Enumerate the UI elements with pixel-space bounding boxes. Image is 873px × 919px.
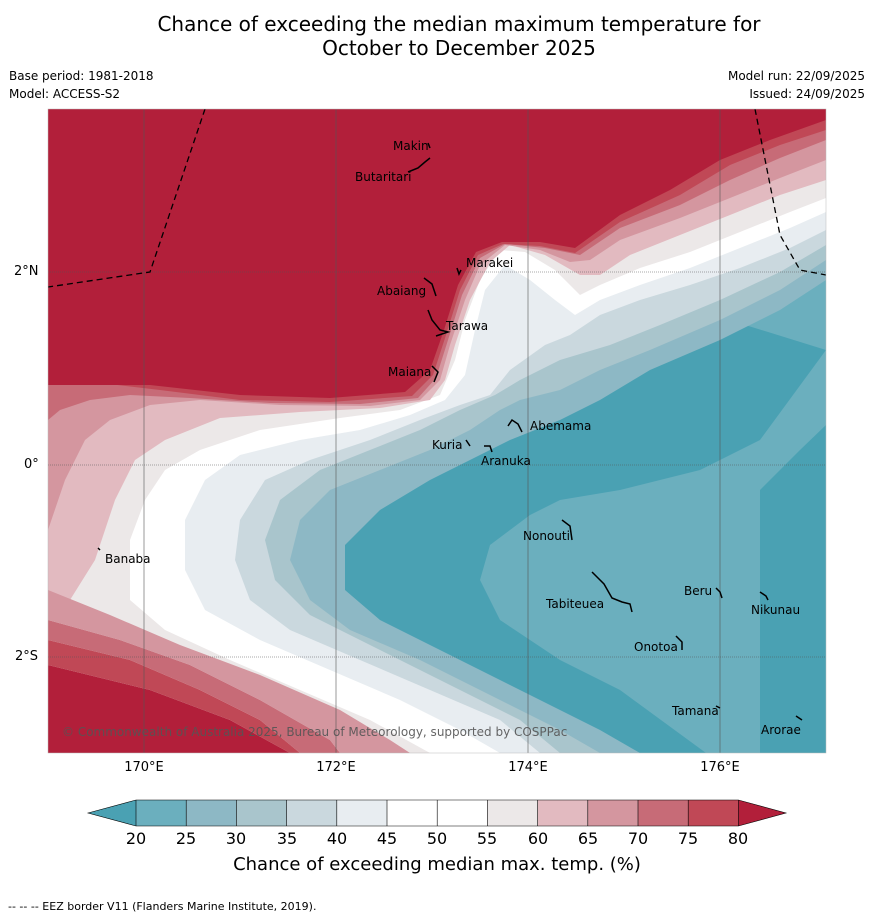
title-line-1: Chance of exceeding the median maximum t… [157, 12, 761, 36]
place-label-tamana: Tamana [672, 704, 719, 718]
island-aranuka [484, 445, 493, 453]
colorbar-75-80 [688, 800, 739, 826]
colorbar-tick-55: 55 [476, 829, 498, 848]
island-onotoa [675, 635, 683, 650]
eez-border-east [754, 109, 826, 276]
place-label-tabiteuea: Tabiteuea [546, 597, 605, 611]
plot-frame [47, 108, 827, 754]
colorbar-tick-25: 25 [175, 829, 197, 848]
colorbar-tick-80: 80 [727, 829, 749, 848]
lon-label-172e: 172°E [316, 760, 356, 775]
colorbar-45-50 [387, 800, 438, 826]
meta-right: Model run: 22/09/2025 Issued: 24/09/2025 [728, 69, 865, 105]
colorbar-70-75 [638, 800, 689, 826]
lat-label-2s: 2°S [15, 649, 39, 664]
eez-border-note: -- -- -- EEZ border V11 (Flanders Marine… [8, 900, 317, 913]
island-nikunau [759, 591, 769, 601]
colorbar-label: Chance of exceeding median max. temp. (%… [233, 854, 641, 875]
band-bottom-left-65 [48, 590, 410, 753]
place-label-butaritari: Butaritari [355, 170, 412, 184]
colorbar-tick-70: 70 [627, 829, 649, 848]
place-label-nonouti: Nonouti [523, 529, 570, 543]
colorbar-tick-30: 30 [225, 829, 247, 848]
place-label-arorae: Arorae [761, 723, 801, 737]
colorbar-25-30 [186, 800, 237, 826]
island-abaiang [423, 277, 437, 297]
issued-date: Issued: 24/09/2025 [749, 87, 865, 101]
island-maiana [431, 365, 439, 383]
island-marakei [456, 267, 462, 276]
island-outlines [97, 142, 803, 721]
colorbar-65-70 [587, 800, 638, 826]
model-run: Model run: 22/09/2025 [727, 69, 865, 83]
lon-label-174e: 174°E [508, 760, 548, 775]
eez-border-west [48, 109, 206, 288]
copyright-notice: © Commonwealth of Australia 2025, Bureau… [62, 725, 568, 739]
place-label-marakei: Marakei [466, 256, 514, 270]
island-tamana [715, 705, 721, 709]
colorbar-30-35 [236, 800, 287, 826]
island-beru [715, 587, 723, 599]
place-label-nikunau: Nikunau [751, 603, 801, 617]
place-label-kuria: Kuria [432, 438, 463, 452]
colorbar [86, 799, 788, 827]
colorbar-tick-35: 35 [276, 829, 298, 848]
island-abemama [507, 418, 523, 433]
colorbar-50-55 [437, 800, 488, 826]
place-label-abemama: Abemama [530, 419, 592, 433]
colorbar-35-40 [286, 800, 337, 826]
lat-label-2n: 2°N [14, 264, 39, 279]
band-bottom-left-80 [48, 665, 290, 753]
island-arorae [795, 715, 803, 721]
title-line-2: October to December 2025 [322, 36, 596, 60]
meta-left: Base period: 1981-2018 Model: ACCESS-S2 [9, 69, 154, 105]
colorbar-tick-50: 50 [426, 829, 448, 848]
lat-label-0: 0° [24, 457, 39, 472]
place-label-banaba: Banaba [105, 552, 151, 566]
colorbar-tick-60: 60 [527, 829, 549, 848]
place-label-tarawa: Tarawa [446, 319, 489, 333]
island-banaba [97, 547, 101, 551]
band-bottom-left-70 [48, 620, 340, 753]
island-tabiteuea [591, 571, 633, 613]
island-tarawa [427, 309, 451, 337]
colorbar-tick-40: 40 [326, 829, 348, 848]
map-title: Chance of exceeding the median maximum t… [0, 12, 873, 60]
place-label-maiana: Maiana [388, 365, 432, 379]
island-makin [427, 142, 431, 149]
colorbar-extend-high [738, 800, 786, 826]
colorbar-tick-45: 45 [376, 829, 398, 848]
model-name: Model: ACCESS-S2 [9, 87, 121, 101]
colorbar-extend-low [88, 800, 136, 826]
base-period: Base period: 1981-2018 [9, 69, 154, 83]
island-kuria [465, 439, 471, 447]
colorbar-40-45 [336, 800, 387, 826]
colorbar-60-65 [537, 800, 588, 826]
colorbar-tick-75: 75 [677, 829, 699, 848]
island-butaritari [407, 157, 431, 173]
colorbar-tick-20: 20 [125, 829, 147, 848]
band-above-80 [48, 109, 826, 398]
contour-field [48, 109, 826, 753]
colorbar-20-25 [136, 800, 187, 826]
lon-label-170e: 170°E [124, 760, 164, 775]
colorbar-55-60 [487, 800, 538, 826]
colorbar-outline [86, 799, 788, 827]
place-label-abaiang: Abaiang [377, 284, 427, 298]
lon-label-176e: 176°E [700, 760, 740, 775]
place-label-onotoa: Onotoa [634, 640, 678, 654]
colorbar-tick-65: 65 [577, 829, 599, 848]
band-bottom-left-75 [48, 640, 300, 753]
place-label-aranuka: Aranuka [481, 454, 531, 468]
place-label-makin: Makin [393, 139, 429, 153]
place-label-beru: Beru [684, 584, 713, 598]
island-nonouti [561, 519, 573, 541]
